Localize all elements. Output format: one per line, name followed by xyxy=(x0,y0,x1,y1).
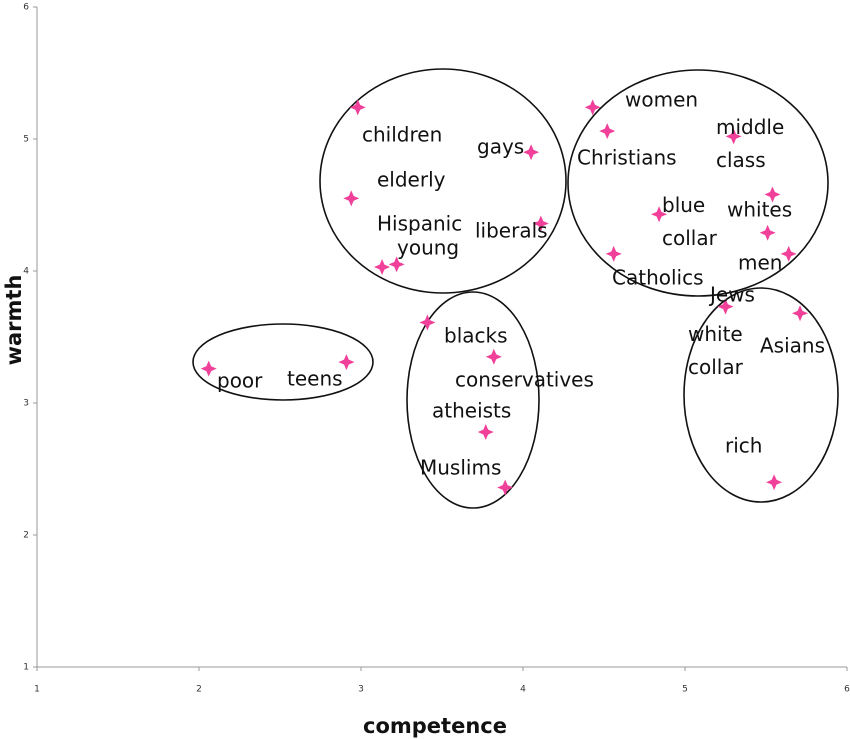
point xyxy=(419,314,436,331)
label-line: collar xyxy=(662,226,718,250)
point-label: Hispanic xyxy=(377,212,462,236)
point xyxy=(532,215,549,232)
point xyxy=(584,99,601,116)
point xyxy=(759,224,776,241)
x-tick-label: 2 xyxy=(196,685,202,695)
point-label: liberals xyxy=(475,219,548,243)
point-label: white collar xyxy=(688,322,744,379)
point xyxy=(764,186,781,203)
point xyxy=(374,259,391,276)
x-axis-title: competence xyxy=(363,714,507,738)
point xyxy=(200,360,217,377)
group-ellipse xyxy=(319,68,567,294)
x-tick-label: 4 xyxy=(520,685,526,695)
y-tick-label: 4 xyxy=(23,267,29,277)
point-label: Asians xyxy=(760,334,825,358)
point xyxy=(338,354,355,371)
y-tick-label: 5 xyxy=(23,135,29,145)
point xyxy=(599,123,616,140)
point-label: gays xyxy=(477,135,524,159)
point-label: atheists xyxy=(432,399,511,423)
y-tick-label: 1 xyxy=(23,663,29,673)
y-tick-label: 6 xyxy=(23,3,29,13)
point xyxy=(343,190,360,207)
x-tick-label: 1 xyxy=(34,685,40,695)
label-line: blue xyxy=(662,193,705,217)
group-ellipse xyxy=(406,291,540,509)
point-label: whites xyxy=(727,198,792,222)
point xyxy=(766,474,783,491)
point xyxy=(605,245,622,262)
point-label: Muslims xyxy=(420,456,501,480)
x-tick-label: 6 xyxy=(844,685,850,695)
point xyxy=(780,245,797,262)
point-label: rich xyxy=(725,434,762,458)
group-ellipse xyxy=(192,323,374,401)
point-label: middle class xyxy=(716,115,784,172)
group-outlines xyxy=(192,68,839,509)
point-label: teens xyxy=(287,367,343,391)
point-label: Jews xyxy=(708,283,755,307)
point-label: women xyxy=(625,88,698,112)
y-tick-label: 3 xyxy=(23,399,29,409)
label-line: collar xyxy=(688,355,744,379)
y-axis-title: warmth xyxy=(2,275,26,366)
point-label: blacks xyxy=(444,324,508,348)
x-tick-label: 5 xyxy=(682,685,688,695)
point-label: elderly xyxy=(377,168,446,192)
point xyxy=(725,128,742,145)
point xyxy=(388,256,405,273)
point xyxy=(792,305,809,322)
group-ellipse xyxy=(567,69,829,297)
point xyxy=(651,206,668,223)
point-label: Christians xyxy=(577,146,677,170)
point xyxy=(349,99,366,116)
point-label: men xyxy=(738,251,782,275)
x-tick-label: 3 xyxy=(358,685,364,695)
point xyxy=(497,479,514,496)
label-line: white xyxy=(688,322,743,346)
y-tick-label: 2 xyxy=(23,531,29,541)
label-line: middle xyxy=(716,115,784,139)
point-label: children xyxy=(362,123,442,147)
point xyxy=(477,424,494,441)
label-line: class xyxy=(716,148,766,172)
point-label: blue collar xyxy=(662,193,718,250)
point-label: young xyxy=(397,236,459,260)
point xyxy=(717,298,734,315)
point-label: Catholics xyxy=(612,266,704,290)
point-label: conservatives xyxy=(455,368,594,392)
group-ellipse xyxy=(683,287,839,503)
point xyxy=(523,144,540,161)
point-label: poor xyxy=(217,369,263,393)
point xyxy=(485,348,502,365)
